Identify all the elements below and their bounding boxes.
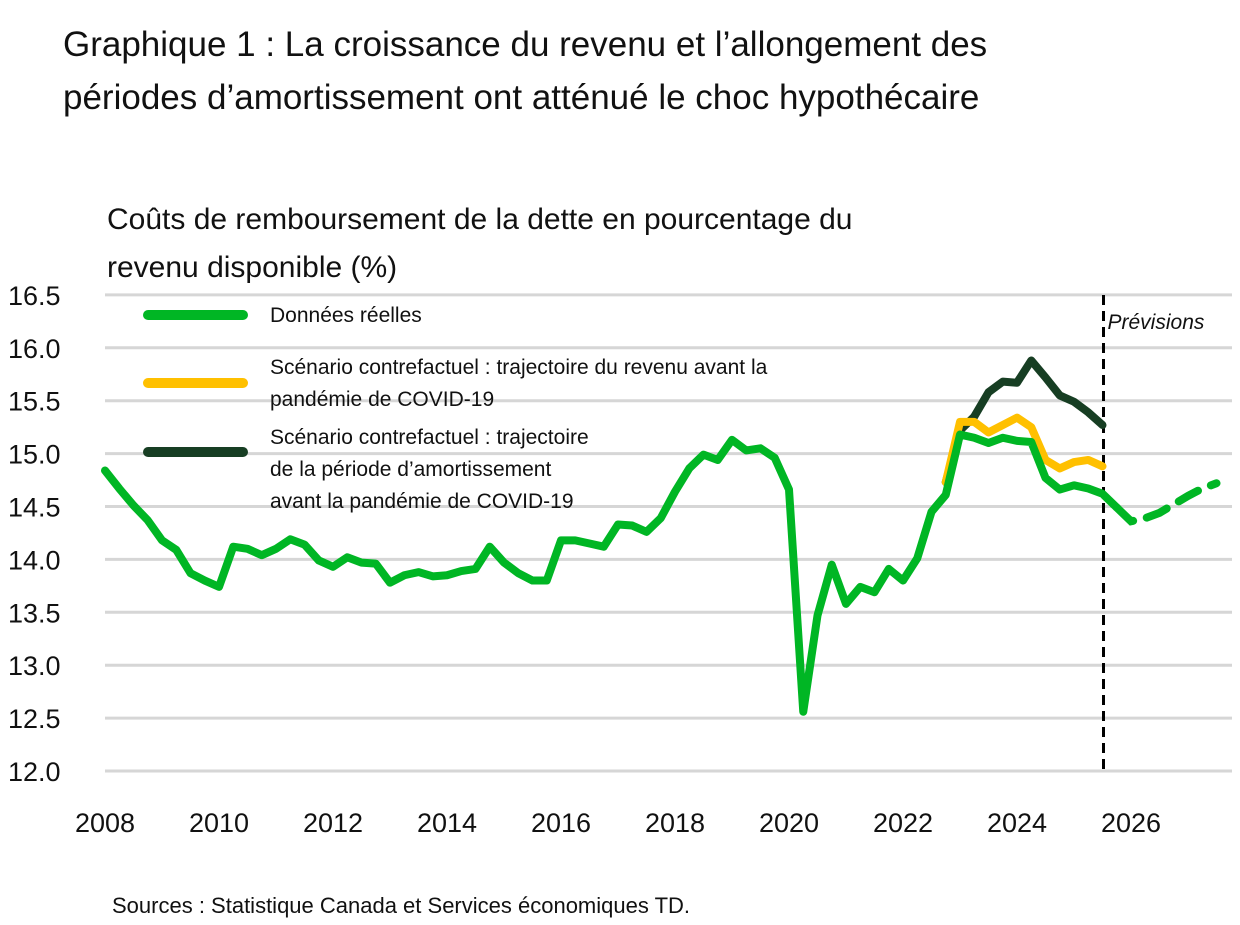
- series-line: [941, 413, 1107, 487]
- legend-label: Scénario contrefactuel : trajectoire: [270, 426, 589, 449]
- x-tick-label: 2020: [759, 808, 819, 838]
- legend-label: de la période d’amortissement: [270, 458, 551, 481]
- x-tick-label: 2026: [1101, 808, 1161, 838]
- y-tick-label: 16.0: [8, 334, 61, 364]
- y-tick-label: 16.5: [8, 281, 61, 311]
- y-tick-label: 13.5: [8, 598, 61, 628]
- y-tick-label: 12.5: [8, 704, 61, 734]
- x-tick-label: 2012: [303, 808, 363, 838]
- legend-label: pandémie de COVID-19: [270, 388, 494, 411]
- y-tick-label: 14.0: [8, 545, 61, 575]
- y-tick-label: 13.0: [8, 651, 61, 681]
- chart-title: Graphique 1 : La croissance du revenu et…: [63, 25, 988, 117]
- legend-label: Données réelles: [270, 304, 422, 327]
- y-tick-label: 12.0: [8, 757, 61, 787]
- legend-label: Scénario contrefactuel : trajectoire du …: [270, 356, 768, 379]
- x-tick-label: 2008: [75, 808, 135, 838]
- x-tick-label: 2016: [531, 808, 591, 838]
- forecast-line: [1112, 479, 1221, 526]
- source-note: Sources : Statistique Canada et Services…: [112, 893, 691, 918]
- series-line: [101, 430, 1121, 716]
- x-tick-label: 2014: [417, 808, 477, 838]
- x-tick-label: 2022: [873, 808, 933, 838]
- x-tick-label: 2024: [987, 808, 1047, 838]
- y-tick-label: 15.5: [8, 387, 61, 417]
- legend-label: avant la pandémie de COVID-19: [270, 490, 574, 513]
- x-tick-label: 2018: [645, 808, 705, 838]
- forecast-label: Prévisions: [1108, 311, 1205, 334]
- y-axis-label: Coûts de remboursement de la dette en po…: [107, 203, 853, 284]
- x-tick-label: 2010: [189, 808, 249, 838]
- y-tick-label: 15.0: [8, 440, 61, 470]
- y-tick-label: 14.5: [8, 493, 61, 523]
